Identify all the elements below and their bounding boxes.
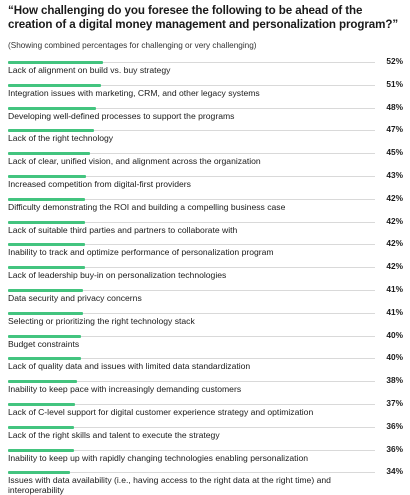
bar — [8, 425, 74, 429]
bar-category-label: Difficulty demonstrating the ROI and bui… — [8, 201, 286, 212]
chart-title: “How challenging do you foresee the foll… — [8, 4, 399, 31]
bar-track — [8, 426, 375, 428]
bar-category-label: Budget constraints — [8, 338, 80, 349]
bar-track — [8, 198, 375, 200]
bar-value-label: 51% — [386, 78, 403, 89]
bar-value-label: 42% — [386, 261, 403, 272]
bar-category-label: Lack of the right technology — [8, 133, 114, 144]
bar-value-label: 40% — [386, 329, 403, 340]
bar-value-label: 34% — [386, 466, 403, 477]
bar-value-label: 36% — [386, 420, 403, 431]
bar-track — [8, 62, 375, 63]
bar-value-label: 37% — [386, 398, 403, 408]
bar-track — [8, 358, 375, 360]
bar-category-label: Integration issues with marketing, CRM, … — [8, 87, 260, 98]
bar — [8, 471, 71, 475]
bar — [8, 289, 83, 292]
bar-track — [8, 404, 375, 405]
bar-category-label: Developing well-defined processes to sup… — [8, 110, 235, 121]
bar-track — [8, 153, 375, 155]
bar-category-label: Lack of clear, unified vision, and align… — [8, 156, 261, 167]
bar — [8, 357, 81, 361]
bar-track — [8, 472, 375, 474]
bar-category-label: Lack of alignment on build vs. buy strat… — [8, 65, 171, 75]
bar-track — [8, 381, 375, 383]
bar-track — [8, 335, 375, 337]
bar-value-label: 40% — [386, 352, 403, 363]
bar — [8, 61, 103, 64]
bar-track — [8, 107, 375, 109]
bar — [8, 197, 85, 201]
bar-value-label: 41% — [386, 306, 403, 317]
bar — [8, 266, 85, 270]
bar-value-label: 42% — [386, 215, 403, 226]
bar — [8, 448, 74, 452]
bar-value-label: 52% — [386, 56, 403, 66]
bar-category-label: Lack of C-level support for digital cust… — [8, 407, 314, 417]
bar — [8, 175, 87, 178]
bar-value-label: 36% — [386, 443, 403, 454]
bar-value-label: 42% — [386, 192, 403, 203]
bar-value-label: 38% — [386, 375, 403, 386]
bar-category-label: Lack of quality data and issues with lim… — [8, 361, 251, 372]
bar-value-label: 43% — [386, 170, 403, 180]
bar-category-label: Inability to keep pace with increasingly… — [8, 384, 242, 395]
bar-value-label: 47% — [386, 124, 403, 135]
bar — [8, 83, 102, 87]
bar-value-label: 48% — [386, 101, 403, 112]
bar-track — [8, 244, 375, 246]
bar-track — [8, 84, 375, 86]
bar — [8, 311, 83, 315]
bar — [8, 152, 91, 156]
bar-category-label: Lack of leadership buy-in on personaliza… — [8, 270, 227, 281]
bar — [8, 380, 78, 384]
bar-category-label: Selecting or prioritizing the right tech… — [8, 315, 195, 326]
chart-subtitle: (Showing combined percentages for challe… — [8, 41, 257, 50]
bar-category-label: Inability to keep up with rapidly changi… — [8, 452, 309, 463]
bar-category-label: Lack of the right skills and talent to e… — [8, 429, 220, 440]
bar — [8, 243, 85, 247]
bar-track — [8, 312, 375, 314]
bar-category-label: Lack of suitable third parties and partn… — [8, 224, 238, 235]
bar-track — [8, 267, 375, 269]
bar — [8, 220, 85, 224]
bar — [8, 334, 81, 338]
bar-track — [8, 130, 375, 132]
bar-value-label: 42% — [386, 238, 403, 249]
bar — [8, 403, 76, 406]
bar-category-label: Inability to track and optimize performa… — [8, 247, 274, 258]
bar-category-label: Issues with data availability (i.e., hav… — [8, 475, 331, 495]
bar — [8, 129, 94, 133]
bar-list: 52% Lack of alignment on build vs. buy st… — [8, 56, 403, 495]
bar-track — [8, 449, 375, 451]
bar-track — [8, 221, 375, 223]
bar-value-label: 45% — [386, 147, 403, 158]
bar-category-label: Data security and privacy concerns — [8, 293, 142, 303]
bar-value-label: 41% — [386, 284, 403, 294]
bar-category-label: Increased competition from digital-first… — [8, 179, 191, 189]
bar-track — [8, 290, 375, 291]
bar-track — [8, 176, 375, 177]
bar — [8, 106, 96, 110]
